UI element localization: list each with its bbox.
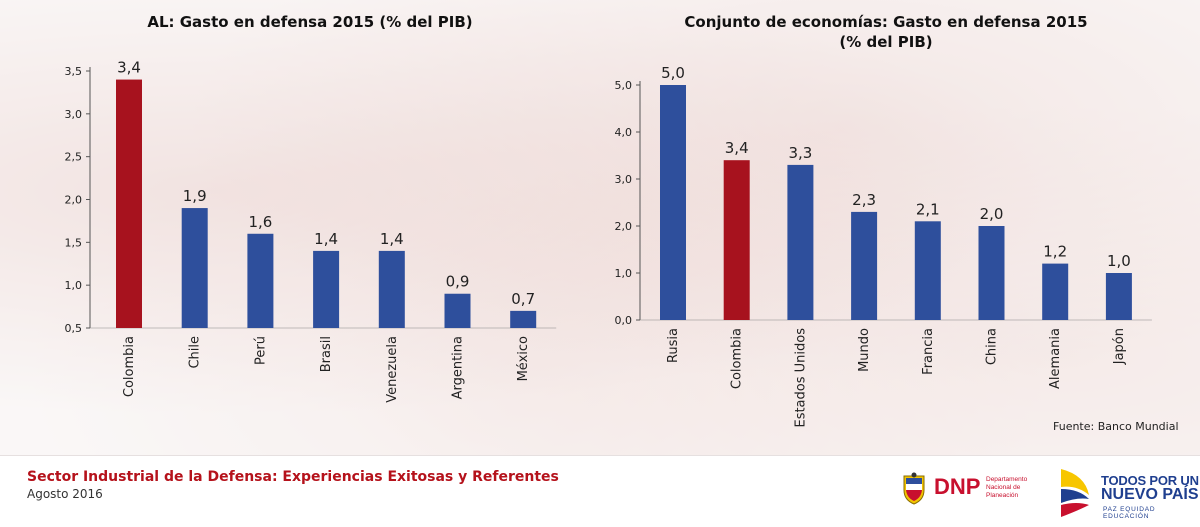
bar-estados-unidos [787, 164, 814, 320]
bar-francia [914, 221, 941, 320]
footer-title: Sector Industrial de la Defensa: Experie… [27, 469, 559, 485]
category-label: Japón [1112, 328, 1127, 365]
data-label: 3,3 [788, 144, 812, 162]
y-tick-label: 2,5 [65, 151, 83, 164]
dnp-subtitle: Departamento Nacional de Planeación [986, 476, 1028, 499]
category-label: Rusia [666, 328, 681, 363]
y-tick-label: 2,0 [615, 220, 633, 233]
category-label: Chile [188, 336, 203, 369]
dnp-logo: DNP Departamento Nacional de Planeación [900, 472, 1040, 512]
data-label: 3,4 [117, 59, 141, 77]
data-label: 2,0 [980, 205, 1004, 223]
data-label: 0,9 [446, 273, 470, 291]
category-label: China [985, 328, 1000, 365]
bars: 5,0 Rusia 3,4 Colombia 3,3 Estados Unidos 2,3 M… [660, 64, 1132, 428]
data-label: 1,0 [1107, 252, 1131, 270]
data-label: 1,4 [314, 230, 338, 248]
category-label: Brasil [319, 336, 334, 372]
y-tick-label: 0,0 [615, 314, 633, 327]
dnp-wordmark: DNP [934, 474, 981, 499]
y-tick-label: 4,0 [615, 126, 633, 139]
bar-chile [181, 208, 208, 328]
y-tick-label: 2,0 [65, 194, 83, 207]
data-label: 5,0 [661, 64, 685, 82]
y-tick-label: 0,5 [65, 322, 83, 335]
category-label: Alemania [1048, 328, 1063, 389]
category-label: Perú [253, 336, 268, 365]
data-label: 2,1 [916, 200, 940, 218]
chart-latam-defense-spending: AL: Gasto en defensa 2015 (% del PIB) 0,… [65, 13, 557, 403]
chart-economies-defense-spending: Conjunto de economías: Gasto en defensa … [615, 13, 1152, 428]
bars: 3,4 Colombia 1,9 Chile 1,6 Perú 1,4 Brasil 1,4 Ve… [116, 59, 537, 403]
bar-colombia [116, 79, 142, 328]
bar-japón [1105, 273, 1132, 320]
bar-china [978, 226, 1005, 320]
category-label: Francia [921, 328, 936, 375]
logo-line-3: PAZ EQUIDAD EDUCACIÓN [1103, 506, 1156, 520]
bar-colombia [723, 160, 750, 320]
logo-line-1: TODOS POR UN [1101, 473, 1199, 488]
todos-por-un-nuevo-pais-logo: TODOS POR UN NUEVO PAÍS PAZ EQUIDAD EDUC… [1055, 459, 1200, 527]
flag-swoosh-icon [1061, 469, 1089, 517]
coat-of-arms-icon [903, 472, 925, 505]
y-axis: 0,5 1,0 1,5 2,0 2,5 3,0 3,5 [65, 65, 557, 335]
bar-alemania [1042, 263, 1069, 320]
data-label: 2,3 [852, 191, 876, 209]
data-label: 1,6 [248, 213, 272, 231]
category-label: Mundo [857, 328, 872, 372]
bar-rusia [660, 85, 686, 320]
category-label: Argentina [451, 336, 466, 399]
bar-venezuela [378, 250, 405, 328]
category-label: Estados Unidos [793, 328, 808, 428]
logo-line-2: NUEVO PAÍS [1101, 486, 1199, 503]
y-axis: 0,0 1,0 2,0 3,0 4,0 5,0 [615, 79, 1152, 327]
data-label: 1,9 [183, 187, 207, 205]
category-label: México [516, 336, 531, 381]
chart-title: Conjunto de economías: Gasto en defensa … [684, 13, 1087, 31]
y-tick-label: 1,0 [615, 267, 633, 280]
bar-méxico [510, 310, 537, 328]
data-label: 1,4 [380, 230, 404, 248]
footer-date: Agosto 2016 [27, 487, 103, 501]
y-tick-label: 5,0 [615, 79, 633, 92]
data-label: 3,4 [725, 139, 749, 157]
y-tick-label: 1,0 [65, 279, 83, 292]
category-label: Colombia [122, 336, 137, 397]
data-label: 0,7 [511, 290, 535, 308]
footer: Sector Industrial de la Defensa: Experie… [0, 455, 1200, 527]
bar-perú [247, 233, 274, 328]
bar-argentina [444, 293, 471, 328]
data-label: 1,2 [1043, 243, 1067, 261]
chart-subtitle: (% del PIB) [839, 33, 932, 51]
y-tick-label: 1,5 [65, 236, 83, 249]
category-label: Colombia [730, 328, 745, 389]
chart-title: AL: Gasto en defensa 2015 (% del PIB) [147, 13, 472, 31]
source-note: Fuente: Banco Mundial [1053, 420, 1179, 433]
bar-brasil [313, 250, 340, 328]
y-tick-label: 3,5 [65, 65, 83, 78]
y-tick-label: 3,0 [65, 108, 83, 121]
bar-mundo [851, 211, 878, 320]
y-tick-label: 3,0 [615, 173, 633, 186]
category-label: Venezuela [385, 336, 400, 403]
